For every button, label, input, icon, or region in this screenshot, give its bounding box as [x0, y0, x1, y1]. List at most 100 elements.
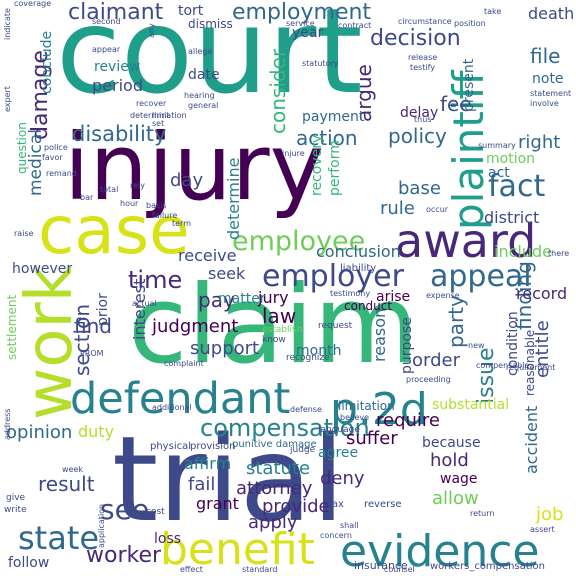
word-death: death — [528, 4, 575, 23]
word-worker: worker — [86, 543, 162, 568]
word-total: total — [100, 185, 119, 194]
word-opinion: opinion — [6, 422, 73, 443]
word-allege: allege — [188, 47, 213, 56]
word-arise: arise — [376, 289, 411, 305]
word-district: district — [484, 208, 540, 227]
word-conduct: conduct — [344, 299, 393, 313]
word-settlement: settlement — [5, 294, 19, 360]
word-section: section — [70, 303, 94, 376]
word-receive: receive — [178, 246, 237, 265]
word-interest: interest — [130, 278, 149, 340]
word-policy: policy — [388, 124, 447, 148]
word-establish: establish — [262, 325, 303, 335]
word-indicate: indicate — [3, 8, 12, 40]
word-request: request — [318, 321, 353, 331]
word-order: order — [412, 350, 460, 371]
word-dismiss: dismiss — [188, 17, 233, 31]
word-apply: apply — [248, 512, 298, 533]
word-job: job — [536, 504, 564, 525]
word-fact: fact — [488, 169, 546, 204]
word-year: year — [292, 25, 324, 41]
word-take: take — [484, 7, 502, 16]
word-release: release — [408, 53, 438, 62]
word-return: return — [470, 509, 495, 518]
word-grant: grant — [196, 494, 239, 513]
word-term: term — [172, 219, 191, 228]
word-involve: involve — [530, 99, 559, 108]
word-consider: consider — [266, 48, 290, 134]
word-employment: employment — [232, 0, 372, 25]
word-allow: allow — [432, 488, 479, 509]
word-failure: failure — [152, 211, 178, 220]
word-evidence: evidence — [340, 526, 540, 576]
word-state: state — [18, 519, 100, 557]
word-award: award — [395, 214, 537, 268]
word-new: new — [468, 341, 485, 350]
word-substantial: substantial — [432, 397, 510, 413]
word-physical: physical — [150, 441, 191, 452]
word-see: see — [100, 493, 150, 526]
word-date: date — [188, 67, 220, 83]
word-prom: PROM — [80, 349, 104, 358]
word-limit: limit — [152, 111, 170, 120]
word-because: because — [422, 435, 481, 451]
word-contract: contract — [338, 21, 372, 30]
word-standard: standard — [242, 565, 278, 574]
word-know: know — [262, 335, 286, 345]
word-there: there — [548, 249, 570, 258]
word-time: time — [128, 266, 183, 294]
word-set: set — [152, 119, 165, 128]
word-additional: additional — [152, 403, 192, 412]
word-statement: statement — [530, 89, 572, 98]
word-compensation: compensation — [200, 414, 370, 442]
word-motion: motion — [486, 151, 536, 167]
word-conclude: conclude — [39, 30, 55, 94]
word-circumstance: circumstance — [398, 17, 452, 26]
word-tax: tax — [328, 499, 344, 510]
word-act: act — [488, 165, 510, 181]
word-disability: disability — [72, 122, 167, 146]
word-delay: delay — [400, 105, 439, 121]
word-however: however — [12, 261, 73, 277]
word-provision: provision — [190, 441, 236, 452]
word-cost: cost — [146, 507, 165, 517]
word-law: law — [262, 304, 297, 328]
word-rule: rule — [380, 198, 415, 219]
word-agree: agree — [318, 445, 359, 461]
word-note: note — [532, 71, 564, 87]
word-deny: deny — [320, 468, 365, 489]
word-hour: hour — [120, 199, 139, 208]
word-hearing: hearing — [184, 91, 215, 100]
word-base: base — [398, 178, 441, 199]
word-determine: determine — [224, 157, 243, 240]
word-present: present — [461, 58, 477, 112]
word-employer: employer — [262, 259, 404, 294]
word-provide: provide — [262, 496, 330, 517]
word-party: party — [444, 295, 468, 348]
word-prior: prior — [95, 293, 111, 326]
word-employee: employee — [232, 226, 366, 257]
word-testify: testify — [410, 63, 435, 72]
word-wage: wage — [440, 471, 478, 487]
word-judge: judge — [290, 445, 316, 455]
word-injury: injury — [64, 114, 325, 221]
word-pay: pay — [198, 288, 235, 312]
word-defendant: defendant — [70, 374, 291, 424]
word-week: week — [62, 465, 84, 474]
word-perform: perform — [327, 140, 343, 196]
word-court: court — [56, 0, 363, 120]
word-defense: defense — [290, 405, 322, 414]
word-workers-compensation: workers_compensation — [430, 561, 546, 572]
word-application: application — [97, 503, 106, 548]
word-counsel: counsel — [384, 565, 415, 574]
word-punitive-damage: punitive damage — [232, 439, 317, 450]
word-testimony: testimony — [330, 289, 371, 298]
word-bar: bar — [80, 193, 94, 202]
word-accident: accident — [522, 405, 541, 474]
word-claimant: claimant — [68, 0, 164, 25]
word-reason: reason — [370, 307, 389, 362]
word-injure: injure — [282, 149, 305, 158]
word-occur: occur — [426, 205, 449, 214]
word-thus: thus — [414, 115, 432, 124]
